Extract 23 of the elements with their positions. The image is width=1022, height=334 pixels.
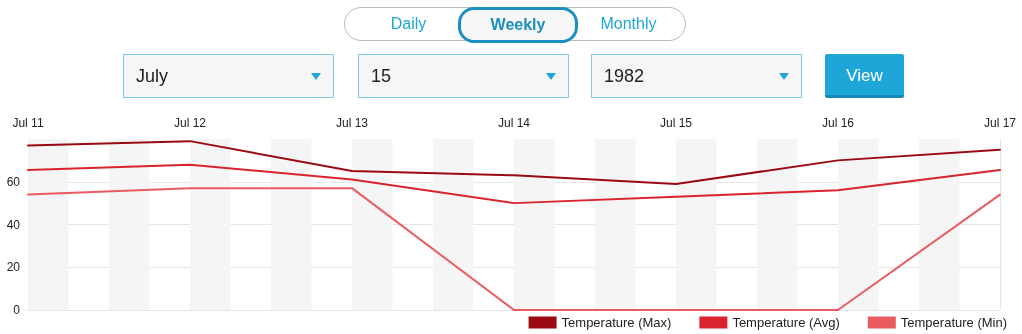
y-tick-label: 60 [6, 174, 21, 189]
y-tick-label: 20 [6, 260, 21, 275]
x-tick-label: Jul 15 [659, 116, 693, 130]
legend-label: Temperature (Max) [561, 315, 672, 330]
y-tick-label: 40 [6, 217, 21, 232]
text: 1982 [591, 54, 802, 98]
x-tick-label: Jul 12 [173, 116, 207, 130]
x-tick-label: Jul 17 [983, 116, 1017, 130]
y-tick-label: 0 [13, 303, 21, 317]
text: 15 [358, 54, 569, 98]
x-tick-label: Jul 13 [335, 116, 369, 130]
x-tick-label: Jul 11 [12, 116, 44, 130]
line-series [27, 163, 1001, 205]
text: Monthly [599, 14, 658, 34]
text: Daily [389, 14, 428, 34]
text: July [123, 54, 334, 98]
text: View [825, 54, 904, 98]
legend-label: Temperature (Min) [900, 315, 1008, 330]
line-series [27, 140, 1001, 185]
text: Weekly [458, 7, 578, 43]
x-tick-label: Jul 16 [821, 116, 855, 130]
x-tick-label: Jul 14 [497, 116, 531, 130]
legend-label: Temperature (Avg) [732, 315, 840, 330]
